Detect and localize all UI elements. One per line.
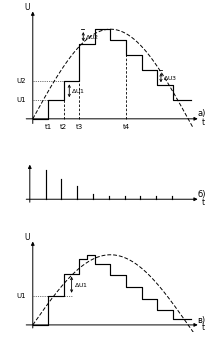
Text: $\Delta$U1: $\Delta$U1: [71, 87, 85, 95]
Text: $\Delta$U1: $\Delta$U1: [74, 281, 88, 289]
Text: U: U: [25, 3, 30, 13]
Text: U1: U1: [16, 293, 26, 299]
Text: t2: t2: [60, 124, 67, 130]
Text: $\Delta$U2: $\Delta$U2: [85, 33, 99, 41]
Text: t: t: [202, 198, 205, 207]
Text: U2: U2: [16, 78, 26, 84]
Text: $\Delta$U3: $\Delta$U3: [163, 74, 177, 82]
Text: б): б): [197, 191, 206, 199]
Text: U: U: [25, 233, 30, 242]
Text: а): а): [198, 109, 206, 118]
Text: U1: U1: [16, 97, 26, 103]
Text: t: t: [202, 323, 205, 332]
Text: t3: t3: [76, 124, 83, 130]
Text: t4: t4: [122, 124, 130, 130]
Text: в): в): [198, 316, 206, 325]
Text: t1: t1: [45, 124, 52, 130]
Text: t: t: [202, 118, 205, 127]
